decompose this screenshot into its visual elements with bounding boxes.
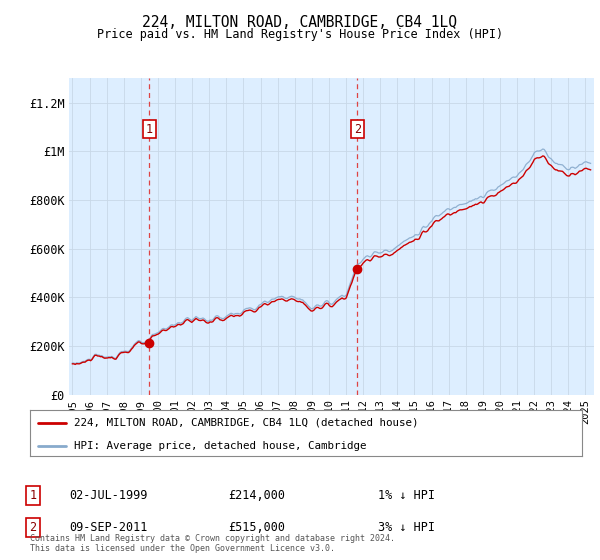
Text: £214,000: £214,000	[228, 489, 285, 502]
Text: 1: 1	[146, 123, 153, 136]
Text: 09-SEP-2011: 09-SEP-2011	[69, 521, 148, 534]
Text: 1% ↓ HPI: 1% ↓ HPI	[378, 489, 435, 502]
Text: 3% ↓ HPI: 3% ↓ HPI	[378, 521, 435, 534]
Text: 1: 1	[29, 489, 37, 502]
Text: 02-JUL-1999: 02-JUL-1999	[69, 489, 148, 502]
Text: Contains HM Land Registry data © Crown copyright and database right 2024.
This d: Contains HM Land Registry data © Crown c…	[30, 534, 395, 553]
Text: £515,000: £515,000	[228, 521, 285, 534]
Text: 2: 2	[29, 521, 37, 534]
Text: 2: 2	[354, 123, 361, 136]
Text: Price paid vs. HM Land Registry's House Price Index (HPI): Price paid vs. HM Land Registry's House …	[97, 28, 503, 41]
Text: HPI: Average price, detached house, Cambridge: HPI: Average price, detached house, Camb…	[74, 441, 367, 451]
Text: 224, MILTON ROAD, CAMBRIDGE, CB4 1LQ: 224, MILTON ROAD, CAMBRIDGE, CB4 1LQ	[143, 15, 458, 30]
Text: 224, MILTON ROAD, CAMBRIDGE, CB4 1LQ (detached house): 224, MILTON ROAD, CAMBRIDGE, CB4 1LQ (de…	[74, 418, 419, 428]
